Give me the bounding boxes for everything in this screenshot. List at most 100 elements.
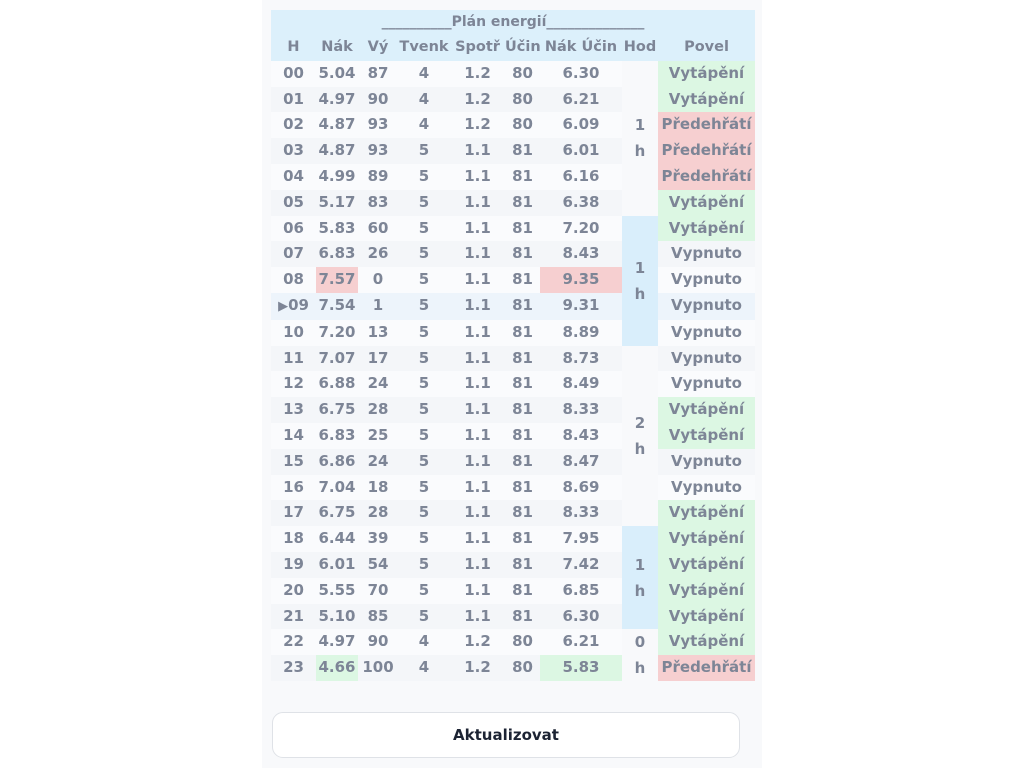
hour-cell-text: 21	[283, 606, 304, 625]
outdoor-temp-cell: 5	[398, 422, 450, 449]
production-cell-text: 93	[367, 115, 389, 134]
consumption-cell: 1.1	[450, 526, 505, 552]
buy-price-cell: 5.17	[316, 189, 358, 216]
production-cell: 54	[358, 551, 398, 578]
hour-cell-text: 01	[283, 89, 304, 108]
hour-cell-text: 22	[283, 632, 304, 651]
command-cell-text: Vypnuto	[671, 374, 742, 393]
outdoor-temp-cell-text: 4	[418, 63, 430, 82]
buy-price-cell: 5.55	[316, 577, 358, 604]
buy-efficiency-cell: 6.16	[540, 163, 622, 190]
buy-efficiency-cell-text: 7.42	[562, 554, 600, 573]
table-row: 22 4.97 90 4 1.2 80 6.21 0 h Vytápění	[271, 629, 755, 677]
command-cell-text: Předehřátí	[661, 115, 752, 134]
hour-cell: 22	[271, 629, 316, 656]
outdoor-temp-cell-text: 5	[418, 554, 430, 573]
buy-efficiency-cell: 9.31	[540, 292, 622, 320]
command-cell-text: Vytápění	[668, 218, 745, 237]
buy-price-cell: 4.97	[316, 86, 358, 113]
hour-cell-text: 16	[283, 477, 304, 496]
buy-efficiency-cell-text: 8.73	[562, 348, 600, 367]
table-row: 05 5.17 83 5 1.1 81 6.38 Vytápění	[271, 189, 755, 216]
table-row: 01 4.97 90 4 1.2 80 6.21 Vytápění	[271, 86, 755, 113]
buy-price-cell: 6.83	[316, 241, 358, 268]
efficiency-cell-text: 80	[512, 632, 533, 651]
hours-block-unit: h	[634, 142, 646, 161]
header-tvenk: Tvenk	[398, 35, 450, 61]
table-row: 17 6.75 28 5 1.1 81 8.33 Vytápění	[271, 500, 755, 527]
buy-efficiency-cell-text: 8.89	[562, 322, 600, 341]
production-cell-text: 70	[367, 580, 389, 599]
buy-price-cell: 6.75	[316, 500, 358, 527]
hour-cell: 18	[271, 526, 316, 552]
buy-efficiency-cell-text: 8.69	[562, 477, 600, 496]
outdoor-temp-cell-text: 5	[418, 348, 430, 367]
buy-efficiency-cell-text: 6.09	[562, 115, 600, 134]
table-row: 18 6.44 39 5 1.1 81 7.95 1 h Vytápění	[271, 526, 755, 630]
buy-price-cell: 6.88	[316, 371, 358, 398]
update-button[interactable]: Aktualizovat	[272, 712, 740, 758]
consumption-cell: 1.1	[450, 551, 505, 578]
production-cell: 87	[358, 60, 398, 87]
header-hours: Hod	[622, 35, 658, 61]
production-cell-text: 100	[362, 658, 394, 677]
consumption-cell-text: 1.1	[464, 270, 491, 289]
efficiency-cell-text: 81	[512, 218, 533, 237]
production-cell: 25	[358, 422, 398, 449]
outdoor-temp-cell-text: 5	[418, 374, 430, 393]
outdoor-temp-cell: 5	[398, 138, 450, 164]
production-cell-text: 85	[367, 606, 389, 625]
buy-price-cell-text: 4.97	[318, 89, 356, 108]
consumption-cell-text: 1.1	[464, 166, 491, 185]
buy-efficiency-cell-text: 8.33	[562, 400, 600, 419]
production-cell: 26	[358, 241, 398, 268]
outdoor-temp-cell-text: 5	[418, 296, 430, 315]
command-cell-text: Vytápění	[668, 554, 745, 573]
table-row: 11 7.07 17 5 1.1 81 8.73 2 h Vypnuto	[271, 345, 755, 458]
buy-efficiency-cell: 8.33	[540, 500, 622, 527]
hour-cell: 16	[271, 474, 316, 501]
outdoor-temp-cell-text: 4	[418, 89, 430, 108]
hour-cell-text: 06	[283, 218, 304, 237]
buy-efficiency-cell: 8.47	[540, 448, 622, 475]
production-cell-text: 90	[367, 632, 389, 651]
consumption-cell-text: 1.2	[464, 658, 491, 677]
hour-cell-text: 00	[283, 63, 304, 82]
efficiency-cell: 80	[505, 86, 540, 113]
production-cell-text: 18	[367, 477, 389, 496]
hour-cell: 07	[271, 241, 316, 268]
buy-efficiency-cell: 8.49	[540, 371, 622, 398]
efficiency-cell-text: 81	[512, 192, 533, 211]
buy-price-cell-text: 6.75	[318, 400, 356, 419]
outdoor-temp-cell-text: 5	[418, 580, 430, 599]
outdoor-temp-cell-text: 5	[418, 141, 430, 160]
production-cell-text: 54	[367, 554, 389, 573]
command-cell: Vytápění	[658, 189, 755, 216]
buy-price-cell-text: 4.87	[318, 141, 356, 160]
buy-efficiency-cell: 6.21	[540, 629, 622, 656]
hours-block-unit: h	[634, 659, 646, 678]
consumption-cell: 1.2	[450, 112, 505, 139]
command-cell: Vypnuto	[658, 448, 755, 475]
command-cell-text: Vytápění	[668, 632, 745, 651]
production-cell-text: 24	[367, 451, 389, 470]
buy-price-cell: 5.83	[316, 215, 358, 242]
command-cell: Vypnuto	[658, 371, 755, 398]
outdoor-temp-cell: 5	[398, 526, 450, 552]
command-cell-text: Vypnuto	[671, 348, 742, 367]
hour-cell-text: 20	[283, 580, 304, 599]
command-cell-text: Vytápění	[668, 606, 745, 625]
buy-price-cell: 5.10	[316, 603, 358, 630]
efficiency-cell: 81	[505, 500, 540, 527]
buy-efficiency-cell-text: 7.20	[562, 218, 600, 237]
production-cell: 93	[358, 138, 398, 164]
buy-price-cell: 5.04	[316, 60, 358, 87]
command-cell-text: Předehřátí	[661, 141, 752, 160]
header-production: Vý	[358, 35, 398, 61]
efficiency-cell: 81	[505, 551, 540, 578]
production-cell-text: 28	[367, 503, 389, 522]
command-cell: Vypnuto	[658, 474, 755, 501]
energy-plan-panel: __________Plán energií______________ H Ná…	[262, 0, 762, 768]
efficiency-cell: 81	[505, 319, 540, 346]
production-cell: 60	[358, 215, 398, 242]
